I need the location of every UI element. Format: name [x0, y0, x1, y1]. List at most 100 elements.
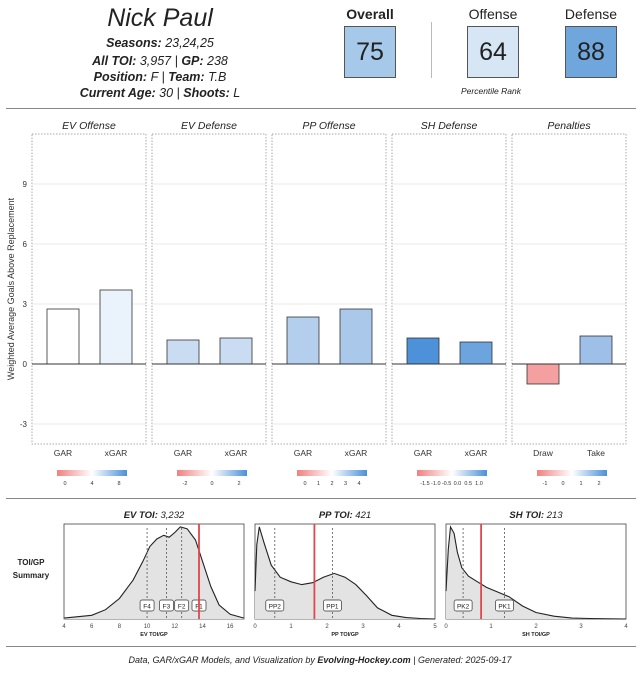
color-legend-bar [177, 470, 247, 476]
x-tick-label: Draw [533, 448, 554, 458]
seasons-line: Seasons: 23,24,25 [106, 36, 214, 50]
shoots-label: Shoots [183, 86, 226, 100]
y-tick-label: 0 [23, 360, 28, 369]
x-axis-label: SH TOI/GP [522, 632, 550, 638]
marker-box [159, 599, 174, 612]
x-tick-label: 2 [325, 624, 329, 630]
footer-generated: | Generated: 2025-09-17 [413, 655, 512, 665]
legend-tick: 0.0 [454, 481, 462, 487]
legend-tick: 4 [90, 481, 93, 487]
density-area [255, 526, 435, 619]
legend-tick: 0 [303, 481, 306, 487]
marker-box [265, 599, 285, 612]
marker-label: F3 [163, 604, 171, 611]
density-line [254, 526, 436, 620]
y-tick-label: -3 [20, 420, 28, 429]
density-title: PP TOI: 421 [319, 510, 371, 521]
x-tick-label: 4 [397, 624, 401, 630]
marker-box [323, 599, 342, 612]
footer-credit: Data, GAR/xGAR Models, and Visualization… [0, 655, 640, 665]
x-tick-label: 6 [90, 624, 94, 630]
position-value: F [150, 70, 158, 84]
density-title-label: EV TOI: [124, 510, 158, 521]
x-tick-label: 4 [624, 624, 628, 630]
header-divider [6, 108, 636, 109]
bar [526, 363, 560, 385]
legend-tick: 3 [344, 481, 347, 487]
color-legend-bar [297, 470, 367, 476]
bar [406, 337, 440, 365]
bar-panel-pp-offense: PP Offense GAR xGAR 0 1 2 3 4 [271, 120, 387, 487]
defense-rank-box: 88 [565, 26, 617, 78]
x-tick-label: 14 [199, 624, 206, 630]
summary-label: Summary [13, 571, 50, 580]
bar [286, 316, 320, 365]
x-tick-label: GAR [294, 448, 312, 458]
toi-value: 3,957 [139, 54, 172, 68]
legend-tick: -2 [183, 481, 188, 487]
x-tick-label: 0 [444, 624, 448, 630]
x-tick-label: 5 [433, 624, 437, 630]
seasons-label: Seasons [106, 36, 158, 50]
marker-label: PK1 [498, 604, 511, 611]
panel-frame [151, 133, 267, 445]
color-legend-bar [57, 470, 127, 476]
density-title-label: SH TOI: [509, 510, 544, 521]
x-tick-label: 2 [534, 624, 538, 630]
marker-label: PK2 [457, 604, 470, 611]
panel-title: EV Offense [62, 120, 116, 132]
offense-rank-box: 64 [467, 26, 519, 78]
x-tick-label: 3 [579, 624, 583, 630]
panel-title: SH Defense [421, 120, 478, 132]
density-title-label: PP TOI: [319, 510, 353, 521]
legend-tick: 1 [579, 481, 582, 487]
density-title: SH TOI: 213 [509, 510, 563, 521]
age-value: 30 [159, 86, 174, 100]
x-tick-label: 12 [171, 624, 178, 630]
panel-frame [31, 133, 147, 445]
marker-label: PP1 [326, 604, 339, 611]
density-panel-1: PP TOI: 421 PP2 PP1 0 1 2 3 4 5 PP TOI/GP [253, 510, 437, 638]
x-tick-label: 16 [227, 624, 234, 630]
density-line [445, 525, 627, 620]
shoots-value: L [233, 86, 241, 100]
x-tick-label: GAR [54, 448, 72, 458]
rank-divider [431, 22, 432, 78]
panel-frame [391, 133, 507, 445]
gp-label: GP [181, 54, 200, 68]
bar-panel-sh-defense: SH Defense GAR xGAR -1.5 -1.0 -0.5 0.0 0.5 1.0 [391, 120, 507, 487]
panel-frame [511, 133, 627, 445]
marker-box [174, 599, 190, 612]
gar-bar-chart: Weighted Average Goals Above Replacement… [6, 120, 627, 487]
x-axis-label: EV TOI/GP [140, 632, 168, 638]
bar [166, 339, 200, 365]
x-tick-label: 0 [253, 624, 257, 630]
bar [339, 308, 373, 365]
legend-tick: 0 [63, 481, 66, 487]
gp-value: 238 [207, 54, 228, 68]
density-title: EV TOI: 3,232 [124, 510, 185, 521]
marker-box [139, 599, 155, 612]
bar-panel-ev-defense: EV Defense GAR xGAR -2 0 2 [151, 120, 267, 487]
y-tick-label: 6 [23, 240, 28, 249]
panel-title: Penalties [547, 120, 591, 132]
x-tick-label: 8 [118, 624, 122, 630]
age-label: Current Age [79, 86, 152, 100]
team-label: Team [168, 70, 201, 84]
legend-tick: 4 [357, 481, 360, 487]
density-title-value: 421 [353, 510, 372, 521]
section-divider [6, 498, 636, 499]
player-name: Nick Paul [107, 4, 213, 32]
legend-tick: 2 [237, 481, 240, 487]
x-tick-label: GAR [414, 448, 432, 458]
position-label: Position [93, 70, 143, 84]
density-line [63, 526, 245, 619]
x-tick-label: 1 [289, 624, 293, 630]
toi-gp-line: All TOI: 3,957 | GP: 238 [92, 54, 228, 68]
bar [99, 289, 133, 365]
legend-tick: 1.0 [475, 481, 483, 487]
y-tick-label: 3 [23, 300, 28, 309]
panel-title: PP Offense [302, 120, 355, 132]
bar-panel-ev-offense: EV Offense GAR xGAR 0 4 8 [31, 120, 147, 487]
x-tick-label: GAR [174, 448, 192, 458]
